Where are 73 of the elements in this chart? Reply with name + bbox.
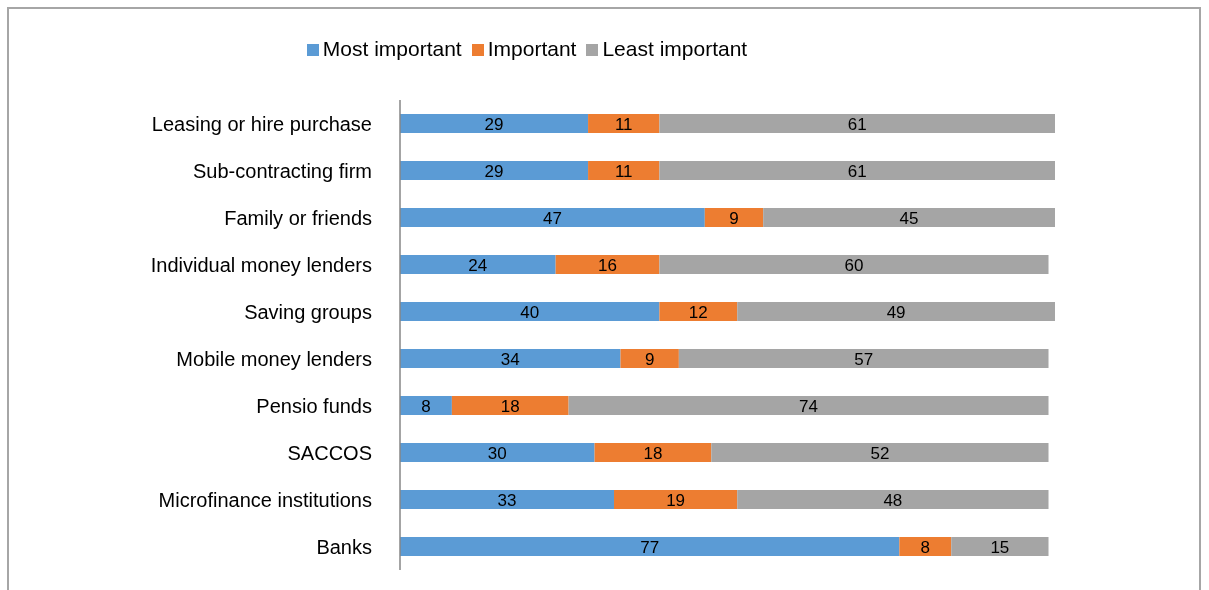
y-tick-label: SACCOS <box>287 441 372 464</box>
data-label: 24 <box>468 255 488 275</box>
bar <box>737 490 1049 509</box>
bar <box>400 443 595 462</box>
y-tick-label: Individual money lenders <box>150 253 372 276</box>
data-label: 47 <box>542 208 562 228</box>
bar <box>678 349 1049 368</box>
data-label: 49 <box>886 302 906 322</box>
bar <box>451 396 569 415</box>
bar <box>899 537 952 556</box>
bar <box>400 349 621 368</box>
legend-label: Most important <box>322 37 462 60</box>
data-label: 77 <box>640 537 660 557</box>
bar <box>400 302 660 321</box>
bar <box>400 537 900 556</box>
bar <box>400 255 556 274</box>
data-label: 19 <box>666 490 686 510</box>
y-tick-label: Leasing or hire purchase <box>151 112 372 135</box>
data-label: 34 <box>500 349 520 369</box>
data-label: 60 <box>844 255 864 275</box>
bar <box>400 161 589 180</box>
data-label: 8 <box>421 396 431 416</box>
y-tick-label: Banks <box>316 535 372 558</box>
data-label: 74 <box>799 396 819 416</box>
bar <box>711 443 1049 462</box>
data-label: 33 <box>497 490 517 510</box>
y-tick-label: Sub-contracting firm <box>193 159 372 182</box>
y-tick-label: Family or friends <box>224 206 372 229</box>
bar <box>659 302 738 321</box>
bar <box>400 208 705 227</box>
data-label: 61 <box>847 114 867 134</box>
bar <box>659 161 1055 180</box>
bar <box>614 490 738 509</box>
data-label: 18 <box>500 396 520 416</box>
bar <box>594 443 712 462</box>
bar <box>704 208 764 227</box>
bar <box>588 114 660 133</box>
data-label: 12 <box>688 302 708 322</box>
data-label: 29 <box>484 161 504 181</box>
data-label: 16 <box>598 255 617 275</box>
data-label: 48 <box>883 490 903 510</box>
bar <box>400 114 589 133</box>
y-tick-label: Saving groups <box>244 300 372 323</box>
data-label: 29 <box>484 114 504 134</box>
data-label: 11 <box>614 161 633 181</box>
data-label: 52 <box>870 443 890 463</box>
data-label: 18 <box>643 443 663 463</box>
data-label: 9 <box>644 349 655 369</box>
bar <box>555 255 660 274</box>
y-tick-label: Mobile money lenders <box>176 347 372 370</box>
data-label: 11 <box>614 114 633 134</box>
bar <box>951 537 1049 556</box>
bar <box>400 490 615 509</box>
data-label: 61 <box>847 161 867 181</box>
bar <box>620 349 679 368</box>
legend-label: Least important <box>602 37 748 60</box>
data-label: 45 <box>899 208 919 228</box>
data-label: 40 <box>520 302 540 322</box>
data-label: 9 <box>729 208 739 228</box>
data-label: 15 <box>990 537 1010 557</box>
bar <box>400 396 452 415</box>
legend-label: Important <box>487 37 577 60</box>
y-tick-label: Microfinance institutions <box>158 488 372 511</box>
bar <box>763 208 1055 227</box>
bar <box>737 302 1055 321</box>
bar <box>568 396 1049 415</box>
bar <box>659 114 1055 133</box>
data-label: 30 <box>487 443 507 463</box>
data-label: 8 <box>920 537 931 557</box>
y-tick-label: Pensio funds <box>256 394 372 417</box>
data-label: 57 <box>854 349 874 369</box>
bar <box>659 255 1049 274</box>
bar <box>588 161 660 180</box>
